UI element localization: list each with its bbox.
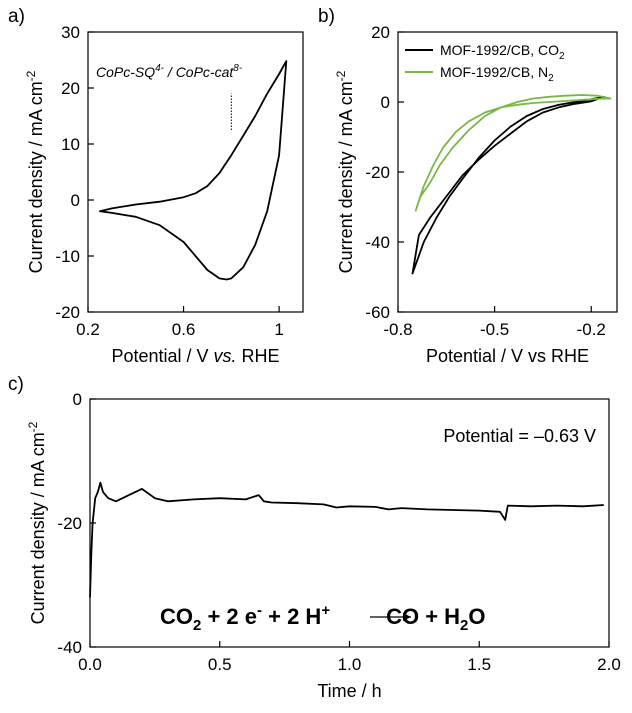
text-span: 2 [460, 617, 468, 634]
panel-label: b) [318, 6, 335, 27]
text-span: MOF-1992/CB, CO [440, 42, 559, 58]
text-span: MOF-1992/CB, N [440, 64, 548, 80]
x-tick-label: -0.8 [383, 320, 412, 339]
y-axis-label: Current density / mA cm-2 [334, 70, 356, 273]
text-span: CoPc-SQ [96, 64, 155, 80]
x-tick-label: 1.0 [338, 655, 362, 674]
reaction-equation: CO2 + 2 e- + 2 H+ CO + H2O [160, 602, 486, 634]
y-tick-label: 0 [71, 191, 80, 210]
y-tick-label: 0 [73, 390, 82, 409]
text-span: 4- [155, 63, 165, 74]
text-span: / CoPc-cat [164, 64, 234, 80]
y-tick-label: -20 [55, 303, 80, 322]
series-line-1 [99, 60, 288, 281]
x-axis-label: Potential / V vs. RHE [111, 346, 279, 366]
y-tick-label: 20 [61, 79, 80, 98]
panel-label: a) [8, 6, 25, 27]
text-span: + [321, 602, 330, 619]
text-span: vs. [214, 346, 237, 366]
y-tick-label: -40 [365, 233, 390, 252]
text-span: Current density / mA cm [28, 432, 48, 624]
series-line-1 [411, 95, 605, 275]
text-span: + 2 H [262, 604, 321, 629]
y-axis-label: Current density / mA cm-2 [26, 421, 48, 624]
text-span: 2 [193, 617, 201, 634]
text-span: -2 [334, 70, 348, 81]
x-axis-label: Time / h [317, 681, 381, 701]
y-tick-label: -40 [57, 638, 82, 657]
series-line-2 [414, 94, 612, 212]
text-span: 2 [548, 73, 554, 84]
text-span: 8- [233, 63, 243, 74]
x-tick-label: -0.2 [577, 320, 606, 339]
y-tick-label: 0 [381, 93, 390, 112]
text-span: CO [160, 604, 193, 629]
x-tick-label: 0.0 [78, 655, 102, 674]
x-tick-label: 2.0 [597, 655, 621, 674]
text-span: O [468, 604, 485, 629]
annotation-label: CoPc-SQ4- / CoPc-cat8- [96, 63, 243, 80]
text-span: -2 [24, 70, 38, 81]
plot-frame [87, 31, 304, 313]
legend-entry-2: MOF-1992/CB, N2 [440, 64, 554, 84]
y-tick-label: -10 [55, 247, 80, 266]
text-span: RHE [237, 346, 280, 366]
text-span: + 2 e [201, 604, 257, 629]
text-span: -2 [26, 421, 40, 432]
series-line-1 [89, 481, 604, 598]
text-span: 2 [559, 51, 565, 62]
y-tick-label: -20 [57, 514, 82, 533]
x-tick-label: -0.5 [480, 320, 509, 339]
panel-label: c) [8, 374, 24, 395]
potential-label: Potential = –0.63 V [443, 426, 596, 446]
text-span: Current density / mA cm [26, 81, 46, 273]
y-tick-label: -20 [365, 163, 390, 182]
x-tick-label: 0.2 [76, 320, 100, 339]
x-tick-label: 0.6 [172, 320, 196, 339]
y-tick-label: 30 [61, 23, 80, 42]
y-tick-label: -60 [365, 303, 390, 322]
y-axis-label: Current density / mA cm-2 [24, 70, 46, 273]
y-tick-label: 10 [61, 135, 80, 154]
x-axis-label: Potential / V vs RHE [426, 346, 589, 366]
panel-3: 0.0 0.5 1.0 1.5 2.0 -40 -20 0 Time / h Current de… [8, 374, 621, 701]
reaction-arrow-head [403, 613, 411, 621]
x-tick-label: 1 [274, 320, 283, 339]
y-tick-label: 20 [371, 23, 390, 42]
x-tick-label: 0.5 [208, 655, 232, 674]
legend-entry-1: MOF-1992/CB, CO2 [440, 42, 565, 62]
panel-1: 0.2 0.6 1 -20 -10 0 10 20 30 Potential / V vs. RH… [8, 6, 304, 366]
text-span: - [257, 602, 262, 619]
text-span: Current density / mA cm [336, 81, 356, 273]
panel-2: -0.8 -0.5 -0.2 -60 -40 -20 0 20 Potential / V vs… [318, 6, 618, 366]
x-tick-label: 1.5 [467, 655, 491, 674]
text-span: Potential / V [111, 346, 213, 366]
